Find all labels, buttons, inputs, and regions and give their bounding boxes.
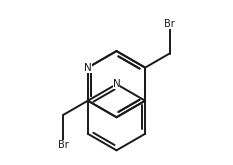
- Text: N: N: [84, 63, 92, 73]
- Text: N: N: [113, 79, 120, 89]
- Text: N: N: [84, 63, 92, 73]
- Text: Br: Br: [164, 19, 175, 29]
- Text: Br: Br: [58, 140, 69, 149]
